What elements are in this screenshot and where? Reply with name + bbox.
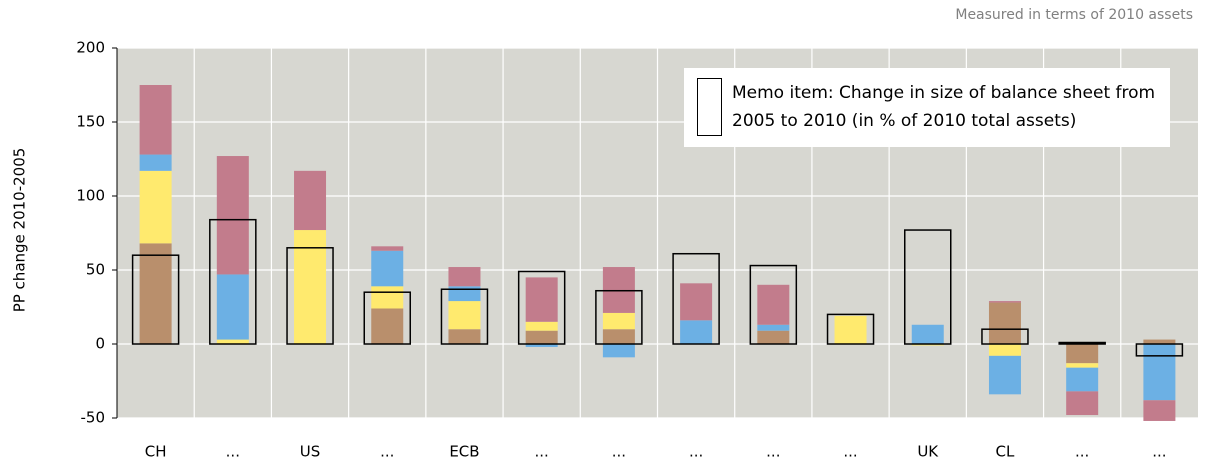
bar-segment [448, 301, 481, 330]
x-tick-label: ... [612, 443, 626, 461]
memo-box [1058, 341, 1106, 345]
bar-segment [216, 274, 249, 340]
x-tick-label: ... [1152, 443, 1166, 461]
bar-segment [988, 302, 1021, 344]
x-tick-label: ... [689, 443, 703, 461]
memo-box [981, 328, 1029, 345]
x-tick-label: ... [535, 443, 549, 461]
x-tick-label: UK [917, 443, 939, 461]
legend: Memo item: Change in size of balance she… [684, 68, 1170, 147]
bar-segment [1143, 400, 1176, 421]
y-tick-label: 150 [76, 113, 105, 131]
bar-segment [139, 170, 172, 244]
bar-segment [680, 320, 713, 344]
bar-segment [139, 243, 172, 344]
memo-box [517, 270, 566, 345]
memo-box [131, 254, 180, 345]
y-tick-label: 50 [86, 261, 105, 279]
bar-segment [448, 329, 481, 344]
bar-segment [371, 250, 404, 287]
bar-segment [988, 301, 1021, 303]
memo-box [826, 313, 875, 345]
memo-box [595, 289, 643, 345]
bar-segment [371, 246, 404, 251]
bar-segment [834, 315, 867, 344]
bar-segment [525, 321, 558, 331]
x-tick-label: ... [843, 443, 857, 461]
y-tick-label: -50 [81, 409, 106, 427]
memo-box [209, 218, 257, 345]
bar-segment [1066, 367, 1099, 392]
bar-segment [988, 344, 1021, 356]
bar-segment [448, 267, 481, 287]
bar-segment [988, 355, 1021, 395]
bar-segment [1143, 339, 1176, 344]
bar-segment [1066, 363, 1099, 368]
x-tick-label: US [300, 443, 321, 461]
bar-segment [216, 156, 249, 275]
x-tick-label: ... [766, 443, 780, 461]
bar-segment [1143, 344, 1176, 401]
bar-segment [757, 324, 790, 331]
bar-segment [1066, 344, 1099, 364]
x-tick-label: ... [380, 443, 394, 461]
bar-segment [911, 324, 944, 344]
bar-segment [139, 154, 172, 171]
memo-box [1135, 343, 1184, 357]
memo-box [904, 229, 952, 345]
bar-segment [294, 230, 327, 344]
x-tick-label: ... [1075, 443, 1089, 461]
chart-subtitle: Measured in terms of 2010 assets [955, 7, 1193, 23]
y-tick-label: 200 [76, 39, 105, 57]
x-tick-label: CH [145, 443, 167, 461]
x-tick-label: ECB [449, 443, 479, 461]
bar-segment [680, 283, 713, 321]
bar-segment [525, 330, 558, 344]
memo-box [363, 291, 411, 345]
bar-segment [525, 277, 558, 322]
bar-segment [371, 308, 404, 344]
bar-segment [602, 312, 635, 330]
memo-box [440, 288, 489, 345]
legend-swatch [697, 78, 722, 136]
memo-box [672, 252, 720, 345]
bar-segment [371, 286, 404, 309]
bar-segment [525, 344, 558, 347]
memo-box [749, 264, 798, 345]
x-tick-label: ... [226, 443, 240, 461]
bar-segment [602, 329, 635, 344]
y-axis-label: PP change 2010-2005 [11, 148, 29, 313]
legend-label: Memo item: Change in size of balance she… [732, 83, 1156, 131]
bar-segment [216, 339, 249, 344]
bar-segment [294, 170, 327, 231]
bar-segment [1066, 391, 1099, 416]
x-tick-label: CL [996, 443, 1015, 461]
y-tick-label: 0 [95, 335, 105, 353]
bar-segment [757, 330, 790, 344]
y-tick-label: 100 [76, 187, 105, 205]
bar-segment [757, 284, 790, 325]
memo-box [286, 247, 334, 345]
bar-segment [139, 85, 172, 155]
bar-segment [602, 344, 635, 358]
